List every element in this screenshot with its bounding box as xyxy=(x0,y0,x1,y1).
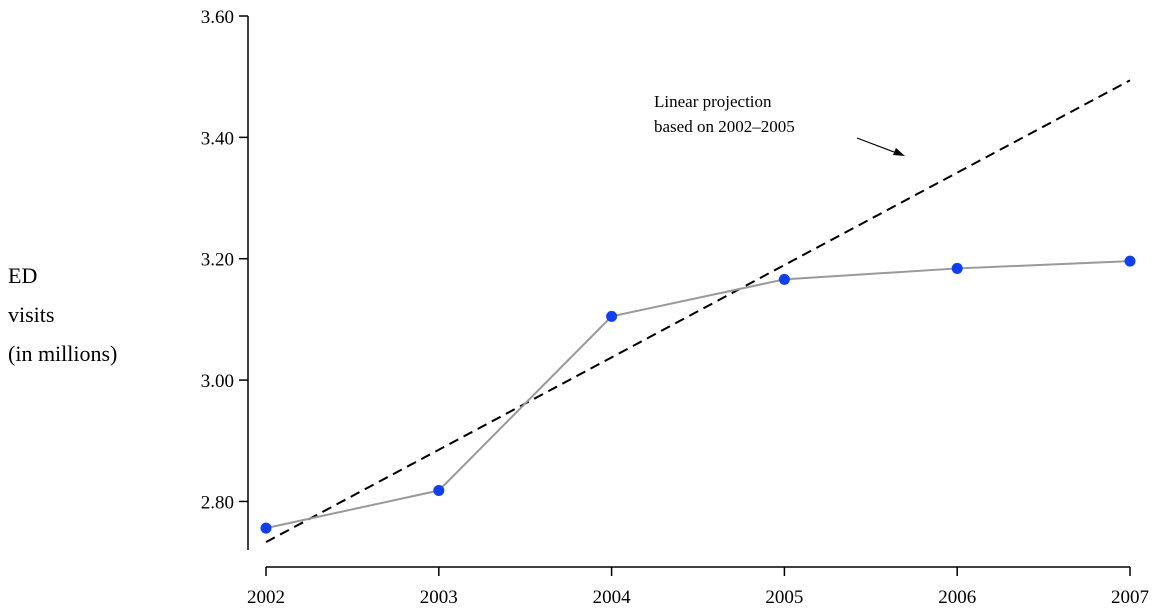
x-tick-label: 2005 xyxy=(765,587,803,608)
data-point xyxy=(778,273,790,285)
annotation-line-1: Linear projection xyxy=(654,92,772,111)
annotation-line-2: based on 2002–2005 xyxy=(654,117,795,136)
y-tick-label: 3.00 xyxy=(201,371,234,392)
axes xyxy=(247,16,1130,568)
x-tick-label: 2006 xyxy=(938,587,976,608)
y-axis-label-line-2: visits xyxy=(8,302,54,327)
data-point xyxy=(260,522,272,534)
data-point xyxy=(606,310,618,322)
y-tick-label: 3.60 xyxy=(201,7,234,28)
y-tick-label: 2.80 xyxy=(201,492,234,513)
linear-projection-line xyxy=(265,79,1131,543)
x-tick-label: 2002 xyxy=(247,587,285,608)
data-point xyxy=(1124,255,1136,267)
y-tick-label: 3.20 xyxy=(201,250,234,271)
series-line xyxy=(265,260,1131,530)
y-axis-ticks: 2.80 3.00 3.20 3.40 3.60 xyxy=(201,7,248,513)
y-axis-label-line-3: (in millions) xyxy=(8,341,117,366)
y-axis-label: ED visits (in millions) xyxy=(8,263,117,366)
data-point xyxy=(433,485,445,497)
x-tick-label: 2007 xyxy=(1111,587,1149,608)
annotation-arrow-head xyxy=(893,148,905,156)
x-tick-label: 2003 xyxy=(420,587,458,608)
annotation-label: Linear projection based on 2002–2005 xyxy=(654,92,795,136)
y-tick-label: 3.40 xyxy=(201,128,234,149)
x-tick-label: 2004 xyxy=(593,587,632,608)
x-axis-ticks: 2002 2003 2004 2005 2006 2007 xyxy=(247,567,1149,608)
y-axis-label-line-1: ED xyxy=(8,263,37,288)
projection-annotation: Linear projection based on 2002–2005 xyxy=(654,92,905,156)
data-point xyxy=(951,262,963,274)
data-points xyxy=(260,255,1136,534)
